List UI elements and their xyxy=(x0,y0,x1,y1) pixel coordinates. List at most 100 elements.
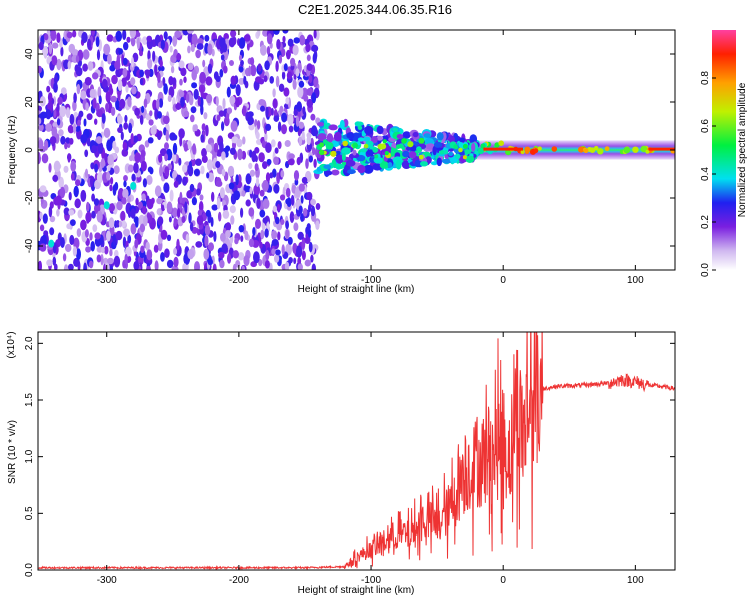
heatmap-cell xyxy=(48,239,55,248)
heatmap-cell xyxy=(296,101,303,112)
heatmap-cell xyxy=(319,142,325,148)
heatmap-cell xyxy=(215,161,221,168)
heatmap-cell xyxy=(173,256,179,268)
heatmap-cell xyxy=(141,105,145,113)
x-tick-label: -300 xyxy=(97,275,117,286)
heatmap-cell xyxy=(65,243,72,253)
heatmap-cell xyxy=(367,140,374,148)
heatmap-cell xyxy=(524,146,531,153)
heatmap-cell xyxy=(283,63,288,72)
heatmap-cell xyxy=(190,106,197,114)
heatmap-cell xyxy=(159,165,164,177)
heatmap-cell xyxy=(39,211,43,220)
heatmap-cell xyxy=(270,139,276,148)
chart-title: C2E1.2025.344.06.35.R16 xyxy=(298,2,452,17)
heatmap-cell xyxy=(69,137,74,145)
heatmap-cell xyxy=(362,136,371,142)
heatmap-cell xyxy=(200,86,204,98)
heatmap-cell xyxy=(122,188,129,199)
heatmap-cell xyxy=(166,234,172,241)
heatmap-cell xyxy=(157,72,161,84)
heatmap-cell xyxy=(110,106,116,116)
heatmap-cell xyxy=(238,225,245,233)
heatmap-cell xyxy=(96,109,104,118)
heatmap-cell xyxy=(632,146,639,153)
spectrogram-x-ticks: -300 -200 -100 0 100 xyxy=(97,30,644,286)
heatmap-cell xyxy=(240,59,244,67)
heatmap-cell xyxy=(234,237,239,245)
heatmap-cell xyxy=(218,251,225,259)
heatmap-cell xyxy=(50,30,57,41)
heatmap-cell xyxy=(63,207,70,216)
heatmap-cell xyxy=(303,207,308,217)
heatmap-cell xyxy=(230,120,238,132)
heatmap-cell xyxy=(260,229,265,240)
heatmap-cell xyxy=(146,265,151,270)
heatmap-cell xyxy=(645,149,650,154)
heatmap-cell xyxy=(87,61,94,71)
heatmap-cell xyxy=(163,182,170,193)
heatmap-cell xyxy=(49,136,57,145)
heatmap-cell xyxy=(223,33,229,41)
heatmap-cell xyxy=(83,262,87,270)
heatmap-cell xyxy=(80,219,87,231)
heatmap-cell xyxy=(82,63,88,72)
heatmap-cell xyxy=(76,83,81,95)
heatmap-cell xyxy=(265,106,269,119)
heatmap-cell xyxy=(39,185,47,193)
heatmap-cell xyxy=(69,234,75,246)
heatmap-cell xyxy=(139,69,144,78)
heatmap-cell xyxy=(96,210,103,223)
heatmap-cell xyxy=(157,216,164,226)
y-tick-label: 1.5 xyxy=(24,393,35,407)
heatmap-cell xyxy=(245,173,252,185)
heatmap-cell xyxy=(311,44,319,53)
heatmap-cell xyxy=(82,49,90,60)
heatmap-cell xyxy=(120,131,124,141)
heatmap-cell xyxy=(68,209,75,216)
heatmap-cell xyxy=(139,50,143,57)
heatmap-cell xyxy=(146,249,153,261)
heatmap-cell xyxy=(230,30,237,38)
heatmap-cell xyxy=(265,123,272,131)
heatmap-cell xyxy=(170,160,174,173)
heatmap-cell xyxy=(352,142,358,149)
heatmap-cell xyxy=(293,37,300,44)
heatmap-cell xyxy=(262,198,270,209)
heatmap-cell xyxy=(306,54,311,62)
heatmap-cell xyxy=(64,142,68,150)
heatmap-cell xyxy=(170,65,175,74)
heatmap-cell xyxy=(311,263,316,270)
heatmap-cell xyxy=(208,242,214,252)
heatmap-cell xyxy=(223,65,228,74)
heatmap-cell xyxy=(232,250,239,259)
heatmap-cell xyxy=(430,161,438,166)
heatmap-cell xyxy=(158,65,165,72)
heatmap-cell xyxy=(172,77,177,86)
heatmap-cell xyxy=(140,149,146,158)
heatmap-cell xyxy=(265,142,272,153)
heatmap-cell xyxy=(159,59,163,68)
spectrogram-x-axis-label: Height of straight line (km) xyxy=(298,284,415,295)
y-tick-label: 20 xyxy=(24,96,35,108)
heatmap-cell xyxy=(272,88,276,98)
heatmap-cell xyxy=(258,78,265,85)
heatmap-cell xyxy=(125,84,129,93)
snr-plot-area xyxy=(38,332,675,570)
heatmap-cell xyxy=(216,197,221,210)
heatmap-cell xyxy=(207,172,215,183)
heatmap-cell xyxy=(219,68,224,78)
heatmap-cell xyxy=(56,208,60,217)
heatmap-cell xyxy=(293,222,299,232)
heatmap-cell xyxy=(77,209,83,219)
heatmap-cell xyxy=(235,84,241,97)
heatmap-cell xyxy=(49,215,56,223)
heatmap-cell xyxy=(60,87,67,95)
x-tick-label: 0 xyxy=(500,275,506,286)
heatmap-cell xyxy=(237,148,243,161)
heatmap-cell xyxy=(520,149,525,155)
heatmap-cell xyxy=(173,247,178,255)
heatmap-cell xyxy=(226,107,233,114)
heatmap-cell xyxy=(308,155,313,163)
heatmap-cell xyxy=(131,56,134,68)
